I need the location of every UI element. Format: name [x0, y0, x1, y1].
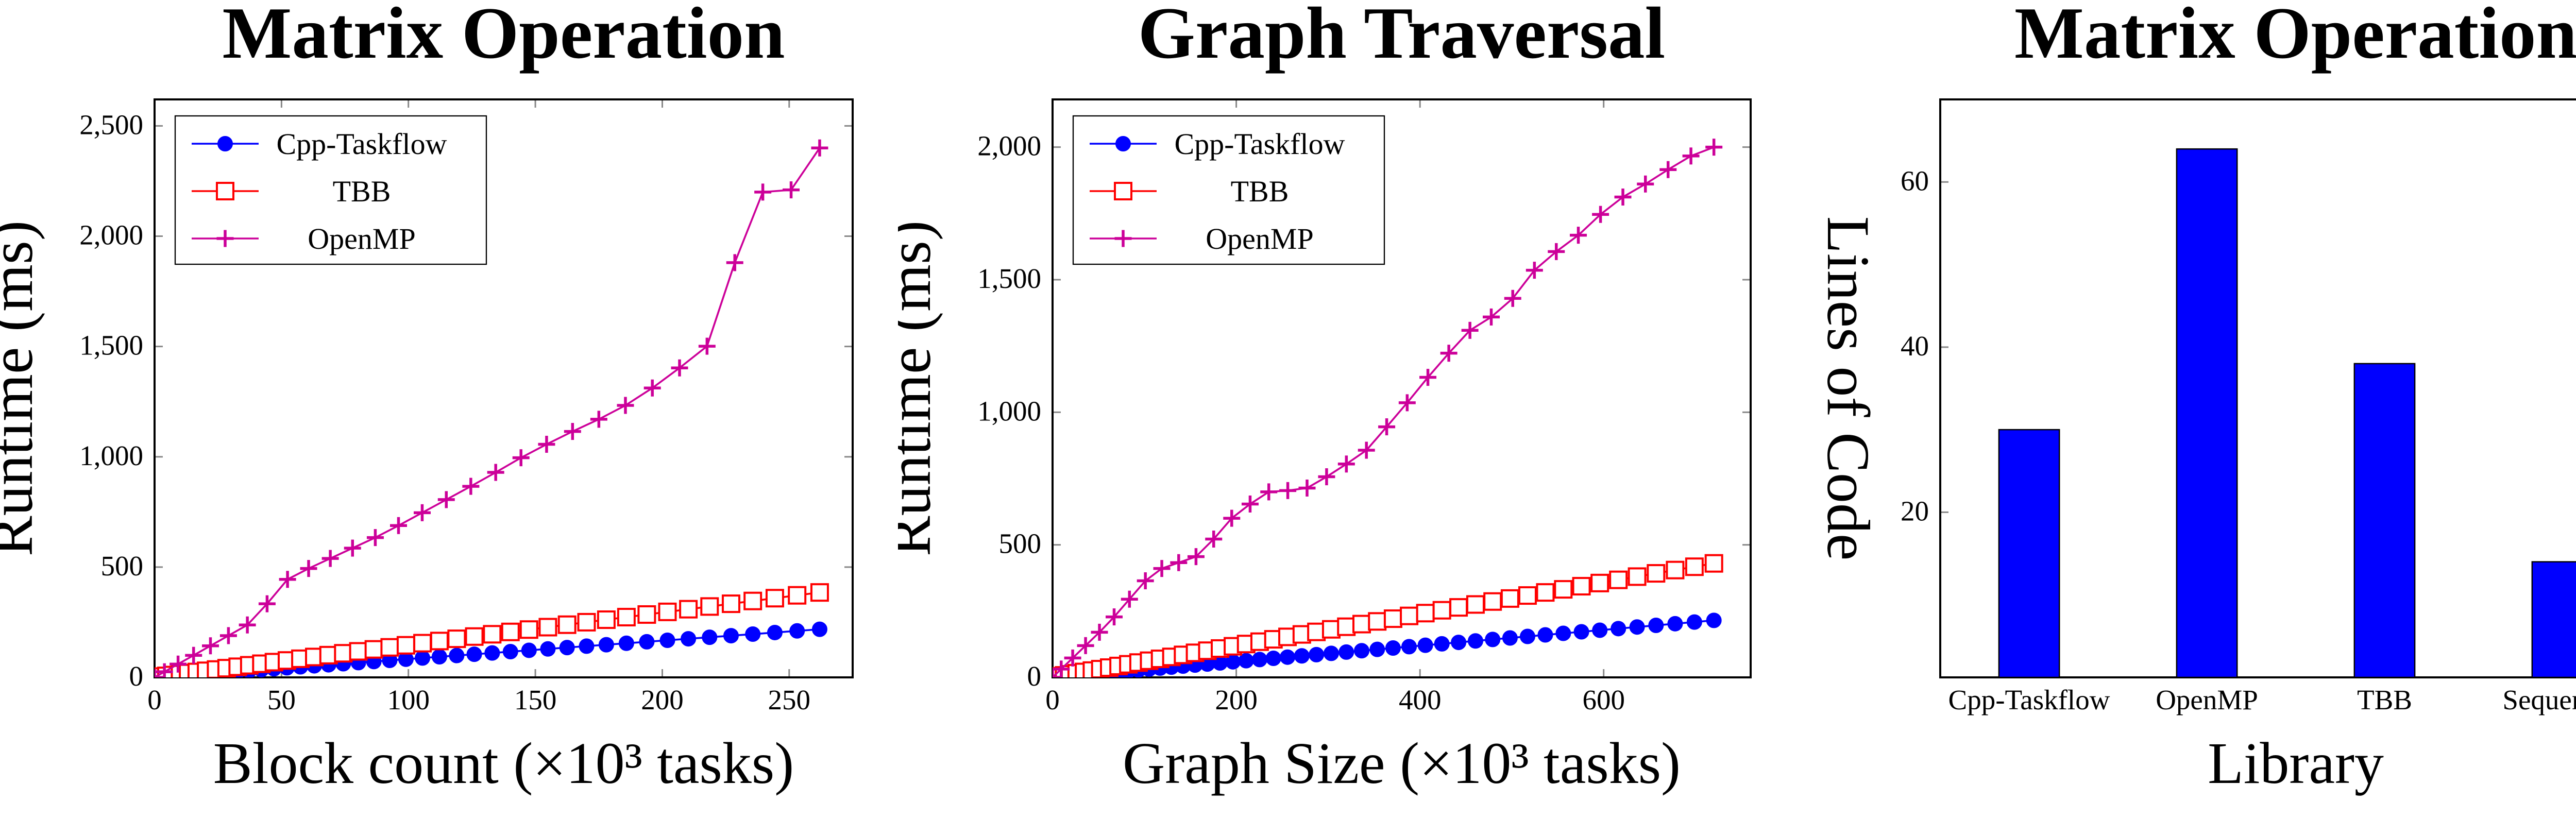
- svg-text:60: 60: [1901, 165, 1929, 196]
- svg-text:Graph Traversal: Graph Traversal: [1138, 0, 1665, 74]
- svg-text:20: 20: [1901, 495, 1929, 526]
- svg-text:OpenMP: OpenMP: [1206, 222, 1313, 255]
- svg-text:Block count (×10³ tasks): Block count (×10³ tasks): [213, 730, 794, 796]
- svg-text:0: 0: [129, 660, 144, 692]
- svg-text:250: 250: [768, 684, 811, 715]
- svg-text:Cpp-Taskflow: Cpp-Taskflow: [276, 127, 447, 161]
- svg-text:Matrix Operation: Matrix Operation: [222, 0, 785, 74]
- svg-text:2,500: 2,500: [79, 109, 143, 140]
- svg-text:TBB: TBB: [333, 175, 391, 208]
- svg-text:Library: Library: [2208, 730, 2384, 796]
- svg-text:0: 0: [1027, 660, 1042, 692]
- svg-text:Lines of Code: Lines of Code: [1815, 216, 1882, 561]
- svg-text:0: 0: [1045, 684, 1060, 715]
- svg-text:200: 200: [1215, 684, 1258, 715]
- svg-text:2,000: 2,000: [79, 219, 143, 251]
- svg-text:200: 200: [641, 684, 684, 715]
- svg-text:Runtime (ms): Runtime (ms): [0, 220, 45, 556]
- svg-text:1,000: 1,000: [79, 440, 143, 471]
- svg-text:1,500: 1,500: [977, 263, 1041, 294]
- svg-text:1,000: 1,000: [977, 395, 1041, 427]
- svg-text:OpenMP: OpenMP: [308, 222, 415, 255]
- svg-text:50: 50: [267, 684, 296, 715]
- svg-text:OpenMP: OpenMP: [2156, 684, 2258, 715]
- svg-text:500: 500: [999, 528, 1042, 559]
- svg-text:1,500: 1,500: [79, 330, 143, 361]
- svg-text:2,000: 2,000: [977, 130, 1041, 162]
- svg-text:TBB: TBB: [1231, 175, 1289, 208]
- svg-text:600: 600: [1582, 684, 1625, 715]
- svg-text:Cpp-Taskflow: Cpp-Taskflow: [1948, 684, 2110, 715]
- svg-text:Cpp-Taskflow: Cpp-Taskflow: [1174, 127, 1345, 161]
- svg-text:100: 100: [387, 684, 430, 715]
- svg-text:0: 0: [147, 684, 162, 715]
- svg-text:Runtime (ms): Runtime (ms): [898, 220, 943, 556]
- svg-text:Matrix Operation: Matrix Operation: [2014, 0, 2576, 74]
- svg-text:400: 400: [1399, 684, 1442, 715]
- svg-text:40: 40: [1901, 330, 1929, 362]
- svg-text:Graph Size (×10³ tasks): Graph Size (×10³ tasks): [1123, 730, 1681, 796]
- svg-text:TBB: TBB: [2357, 684, 2412, 715]
- svg-text:Sequential: Sequential: [2502, 684, 2576, 715]
- svg-text:500: 500: [101, 550, 144, 582]
- svg-text:150: 150: [514, 684, 557, 715]
